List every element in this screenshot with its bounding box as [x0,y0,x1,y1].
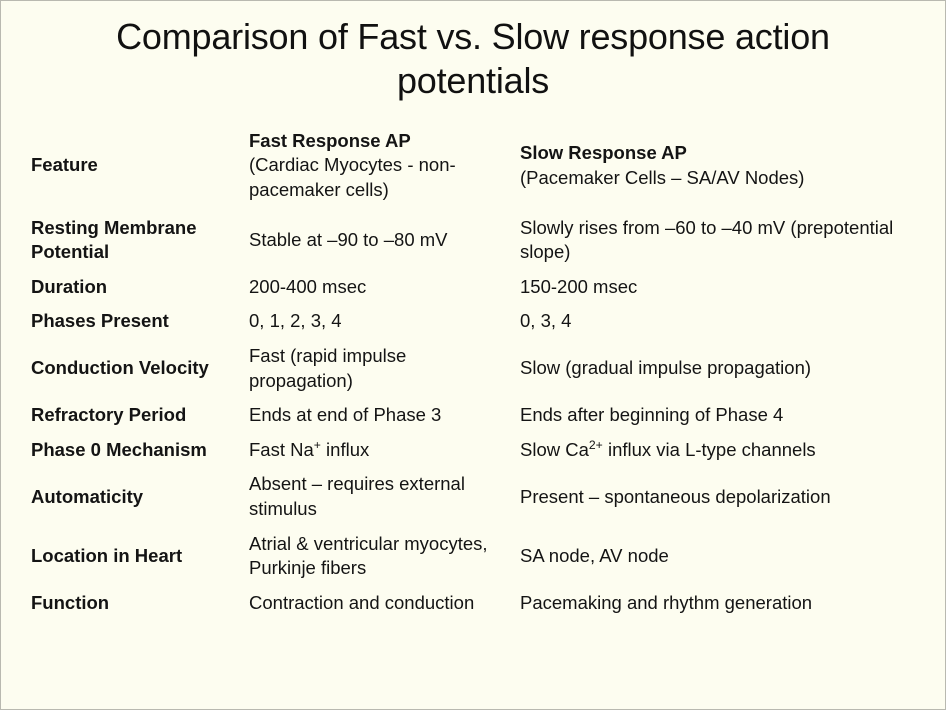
row-fast-value: Absent – requires external stimulus [249,473,465,519]
row-feature-label: Automaticity [31,485,144,507]
row-slow-value: SA node, AV node [520,544,669,566]
table-row: Location in Heart Atrial & ventricular my… [1,527,945,586]
table-row: Phase 0 Mechanism Fast Na+ influx Slow Ca2… [1,433,945,468]
header-slow-title: Slow Response AP [520,142,687,164]
table-row: Duration 200-400 msec 150-200 msec [1,270,945,305]
table-header-row: Feature Fast Response AP (Cardiac Myocyt… [1,121,945,211]
row-fast-value: Contraction and conduction [249,591,475,613]
row-feature-label: Phase 0 Mechanism [31,438,207,460]
page-title: Comparison of Fast vs. Slow response act… [116,16,830,101]
superscript-charge: 2+ [588,437,603,452]
header-fast-title: Fast Response AP [249,129,411,151]
header-feature-label: Feature [31,154,98,176]
row-slow-value: Pacemaking and rhythm generation [520,591,813,613]
row-feature-label: Function [31,591,110,613]
table-row: Function Contraction and conduction Pacema… [1,586,945,621]
table-row: Automaticity Absent – requires external s… [1,467,945,526]
table-header: Feature Fast Response AP (Cardiac Myocyt… [1,121,945,211]
row-slow-value: Slow (gradual impulse propagation) [520,357,812,379]
header-cell-fast: Fast Response AP (Cardiac Myocytes - non… [245,121,516,211]
row-slow-value: Slow Ca2+ influx via L-type channels [520,437,816,460]
row-fast-value: Fast Na+ influx [249,437,370,460]
row-feature-label: Refractory Period [31,404,187,426]
row-slow-value: Slowly rises from –60 to –40 mV (prepote… [520,216,894,263]
header-cell-feature: Feature [1,121,245,211]
row-fast-value: 200-400 msec [249,275,367,297]
header-cell-slow: Slow Response AP (Pacemaker Cells – SA/A… [516,121,945,211]
row-fast-value: Stable at –90 to –80 mV [249,228,448,250]
table-row: Phases Present 0, 1, 2, 3, 4 0, 3, 4 [1,304,945,339]
row-slow-value: Present – spontaneous depolarization [520,485,831,507]
row-feature-label: Location in Heart [31,544,183,566]
table-row: Conduction Velocity Fast (rapid impulse p… [1,339,945,398]
row-slow-value: 150-200 msec [520,275,638,297]
table-row: Resting Membrane Potential Stable at –90 … [1,211,945,270]
comparison-table: Feature Fast Response AP (Cardiac Myocyt… [1,121,945,621]
row-feature-label: Duration [31,275,108,297]
table-row: Refractory Period Ends at end of Phase 3 E… [1,398,945,433]
row-fast-value: Ends at end of Phase 3 [249,404,442,426]
row-fast-value: Fast (rapid impulse propagation) [249,344,407,391]
row-feature-label: Phases Present [31,310,169,332]
row-fast-value: 0, 1, 2, 3, 4 [249,310,342,332]
superscript-charge: + [313,437,321,452]
header-fast-subtitle: (Cardiac Myocytes - non-pacemaker cells) [249,154,456,200]
row-slow-value: 0, 3, 4 [520,310,572,332]
row-slow-value: Ends after beginning of Phase 4 [520,404,784,426]
row-feature-label: Conduction Velocity [31,357,209,379]
table-body: Resting Membrane Potential Stable at –90 … [1,211,945,621]
row-fast-value: Atrial & ventricular myocytes, Purkinje … [249,532,488,579]
header-slow-subtitle: (Pacemaker Cells – SA/AV Nodes) [520,166,805,188]
row-feature-label: Resting Membrane Potential [31,216,197,263]
